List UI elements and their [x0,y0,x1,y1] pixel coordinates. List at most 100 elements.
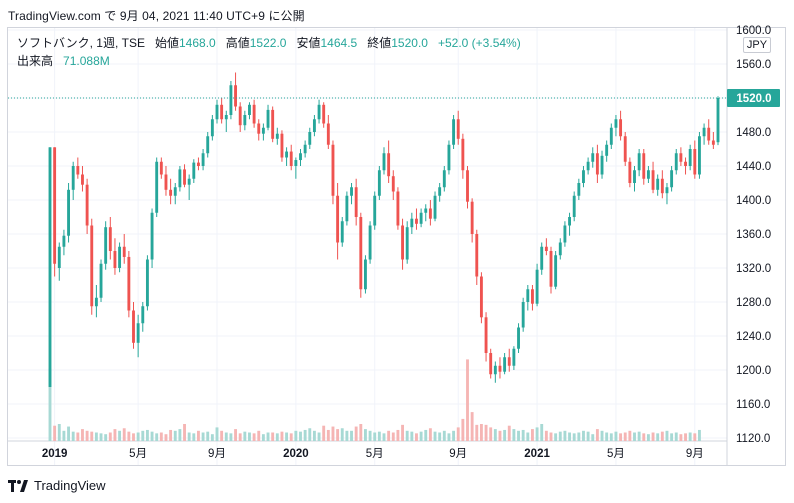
volume-bar [595,429,599,441]
volume-bar [234,429,237,441]
candle-body [572,195,576,217]
time-tick-label: 5月 [129,448,147,460]
candle-body [67,189,70,236]
volume-bar [415,433,418,441]
volume-bar [475,424,479,441]
currency-button[interactable]: JPY [743,37,771,53]
candle-body [178,169,182,188]
volume-bar [693,433,697,441]
candle-body [702,127,706,137]
candle-body [549,251,553,287]
volume-bar [187,432,191,441]
volume-bar [582,430,585,441]
candle-body [122,246,126,257]
candle-body [633,170,636,183]
volume-bar [540,424,544,441]
volume-bar [336,429,340,441]
time-tick-label: 2019 [42,448,68,460]
price-tick-label: 1200.0 [736,365,771,377]
volume-bar [331,426,335,441]
volume-bar [192,433,196,441]
volume-bar [526,432,530,441]
candle-body [340,221,344,243]
candle-body [118,246,122,268]
candle-body [456,119,460,139]
candle-body [605,144,609,156]
symbol-label[interactable]: ソフトバンク, 1週, TSE [17,36,145,50]
price-tick-label: 1480.0 [736,127,771,139]
volume-bar [387,430,391,441]
volume-bar [642,433,646,441]
volume-bar [656,433,660,441]
candle-body [71,166,75,190]
candle-body [391,176,395,192]
volume-bar [252,433,256,441]
candle-body [210,119,214,137]
volume-bar [350,430,353,441]
volume-bar [391,432,395,441]
volume-bar [619,433,623,441]
volume-bar [183,424,186,441]
time-tick-label: 5月 [607,448,625,460]
candle-body [197,162,200,166]
candle-body [53,147,57,264]
candle-body [48,147,52,387]
volume-bar [261,434,265,441]
volume-bar [535,427,539,441]
candle-body [150,212,154,260]
volume-bar [299,431,302,441]
volume-bar [433,431,437,441]
candle-body [229,85,233,115]
candle-body [104,227,108,264]
volume-bar [679,434,683,441]
candle-body [169,189,173,196]
open-label: 始値 [154,36,179,50]
candle-body [308,132,312,145]
low-label: 安値 [296,36,321,50]
volume-bar [275,433,279,441]
volume-bar [544,430,548,441]
candle-body [201,153,205,166]
candle-body [387,153,391,177]
volume-bar [141,430,145,441]
candle-body [554,255,558,287]
candle-body [452,119,456,145]
candle-body [475,234,479,277]
volume-bar [684,433,687,441]
candle-body [535,269,539,304]
footer-brand[interactable]: TradingView [8,478,106,493]
volume-bar [326,429,330,441]
volume-bar [201,432,205,441]
volume-bar [108,432,112,441]
candle-body [711,140,715,145]
volume-bar [354,426,358,441]
volume-bar [48,368,52,441]
close-label: 終値 [367,36,392,50]
change-value: +52.0 (+3.54%) [437,36,521,50]
candle-body [433,195,437,219]
candle-body [261,127,265,134]
volume-bar [479,424,483,441]
volume-bar [424,429,428,441]
volume-value: 71.088M [63,54,110,68]
volume-bar [633,432,636,441]
volume-bar [145,429,149,441]
volume-bar [294,430,298,441]
candle-body [215,104,219,120]
candle-body [651,170,655,190]
volume-bar [651,432,655,441]
candle-body [577,183,581,196]
time-axis: 2019 5月 9月 2020 5月 9月 2021 5月 9月 [42,448,704,460]
price-tick-label: 1240.0 [736,331,771,343]
volume-bar [71,431,75,441]
volume-bar [503,429,507,441]
time-tick-label: 2021 [524,448,550,460]
candle-body [145,259,149,307]
volume-bar [484,424,488,441]
volume-bar [438,432,442,441]
candle-body [364,259,367,290]
volume-bar [428,428,432,441]
volume-bar [600,430,604,441]
candle-body [544,246,548,251]
